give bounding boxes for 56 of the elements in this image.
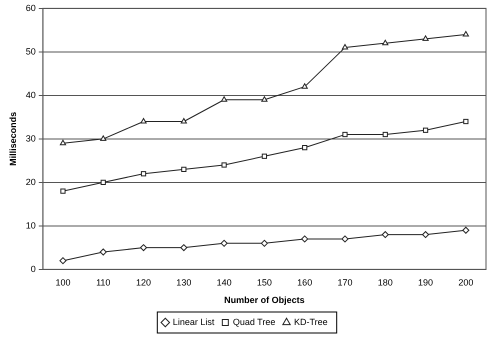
point (463, 118, 468, 124)
y-tick-label: 10 (26, 220, 36, 230)
point (342, 132, 348, 138)
x-axis-title: Number of Objects (224, 295, 305, 306)
point (100, 248, 107, 256)
x-tick-label: 180 (378, 277, 393, 288)
point (180, 244, 188, 252)
y-tick-label: 0 (30, 264, 36, 274)
legend-label: Quad Tree (232, 316, 276, 327)
point (221, 96, 228, 102)
point (422, 35, 429, 41)
point (181, 166, 186, 172)
x-tick-label: 160 (297, 277, 312, 288)
point (220, 240, 228, 247)
point (261, 96, 268, 102)
x-tick-label: 110 (96, 277, 110, 288)
point (100, 135, 106, 141)
point (140, 171, 146, 176)
point (382, 40, 388, 46)
point (382, 132, 388, 138)
point (382, 231, 389, 238)
point (221, 162, 227, 168)
y-tick-label: 30 (26, 133, 36, 144)
point (140, 244, 148, 252)
point (301, 235, 308, 242)
legend-label: KD-Tree (294, 316, 328, 327)
point (180, 118, 187, 124)
point (342, 44, 348, 50)
point (59, 257, 66, 264)
y-tick-label: 50 (26, 46, 36, 56)
point (60, 140, 66, 146)
x-tick-label: 150 (256, 277, 272, 288)
x-tick-label: 170 (337, 277, 352, 288)
y-tick-label: 20 (26, 176, 36, 187)
point (262, 154, 268, 159)
point (140, 118, 147, 124)
x-tick-label: 200 (458, 277, 474, 288)
point (302, 144, 308, 150)
point (260, 240, 268, 247)
x-tick-label: 130 (176, 277, 192, 288)
point (422, 128, 428, 133)
point (462, 31, 469, 36)
x-tick-label: 120 (136, 277, 152, 288)
legend-label: Linear List (172, 316, 215, 327)
point (422, 231, 430, 238)
x-tick-label: 100 (55, 277, 70, 288)
point (302, 83, 308, 89)
x-tick-label: 190 (418, 277, 434, 288)
point (60, 188, 66, 194)
point (341, 235, 348, 242)
y-tick-label: 60 (26, 2, 36, 13)
point (462, 226, 470, 234)
point (100, 180, 106, 186)
y-tick-label: 40 (26, 90, 36, 100)
y-axis-title: Milliseconds (8, 112, 18, 166)
x-tick-label: 140 (216, 277, 232, 288)
